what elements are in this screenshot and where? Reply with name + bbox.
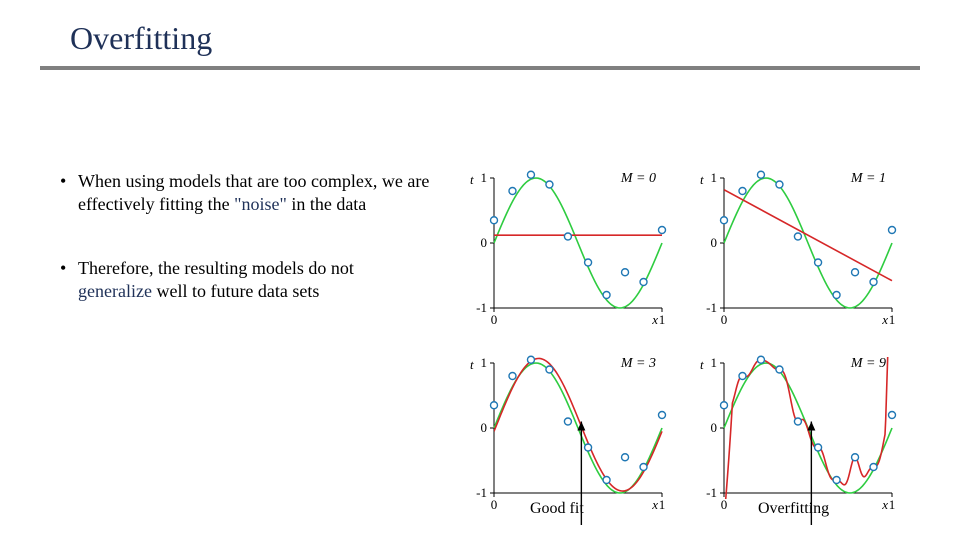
svg-text:1: 1 xyxy=(659,497,666,512)
svg-text:-1: -1 xyxy=(476,485,487,500)
bullet-2-prefix: Therefore, the resulting models do not xyxy=(78,258,354,278)
svg-text:0: 0 xyxy=(491,312,498,327)
svg-text:t: t xyxy=(470,357,474,372)
bullet-2: Therefore, the resulting models do not g… xyxy=(60,257,430,302)
svg-text:t: t xyxy=(700,172,704,187)
bullet-1-highlight: "noise" xyxy=(234,194,291,214)
overfitting-charts: -10101xtM = 0-10101xtM = 1-10101xtM = 3-… xyxy=(460,170,930,525)
svg-text:1: 1 xyxy=(889,497,896,512)
svg-text:0: 0 xyxy=(481,420,488,435)
svg-text:x: x xyxy=(651,497,658,512)
chart-panel-m1: -10101xtM = 1 xyxy=(700,170,896,327)
svg-text:0: 0 xyxy=(721,497,728,512)
svg-text:1: 1 xyxy=(481,355,488,370)
svg-text:0: 0 xyxy=(711,420,718,435)
slide-title: Overfitting xyxy=(70,20,212,57)
svg-text:1: 1 xyxy=(889,312,896,327)
bullet-1-suffix: in the data xyxy=(291,194,366,214)
svg-text:1: 1 xyxy=(481,170,488,185)
svg-text:0: 0 xyxy=(491,497,498,512)
svg-text:-1: -1 xyxy=(476,300,487,315)
svg-text:-1: -1 xyxy=(706,485,717,500)
svg-text:t: t xyxy=(470,172,474,187)
svg-text:0: 0 xyxy=(721,312,728,327)
label-overfitting: Overfitting xyxy=(758,500,829,518)
slide-root: Overfitting When using models that are t… xyxy=(0,0,960,540)
svg-text:0: 0 xyxy=(711,235,718,250)
bullet-2-suffix: well to future data sets xyxy=(156,281,319,301)
label-good-fit: Good fit xyxy=(530,500,584,518)
svg-text:1: 1 xyxy=(659,312,666,327)
svg-text:x: x xyxy=(651,312,658,327)
bullet-1: When using models that are too complex, … xyxy=(60,170,430,215)
svg-text:-1: -1 xyxy=(706,300,717,315)
title-underline xyxy=(40,66,920,70)
svg-text:M = 9: M = 9 xyxy=(850,356,886,371)
svg-text:x: x xyxy=(881,497,888,512)
svg-text:x: x xyxy=(881,312,888,327)
bullet-list: When using models that are too complex, … xyxy=(60,170,430,344)
chart-panel-m9: -10101xtM = 9 xyxy=(700,233,896,525)
svg-text:M = 1: M = 1 xyxy=(850,171,886,186)
svg-text:1: 1 xyxy=(711,355,718,370)
svg-text:1: 1 xyxy=(711,170,718,185)
svg-text:M = 3: M = 3 xyxy=(620,356,656,371)
chart-panel-m0: -10101xtM = 0 xyxy=(470,170,666,327)
svg-text:M = 0: M = 0 xyxy=(620,171,656,186)
svg-text:t: t xyxy=(700,357,704,372)
bullet-2-highlight: generalize xyxy=(78,281,156,301)
svg-text:0: 0 xyxy=(481,235,488,250)
